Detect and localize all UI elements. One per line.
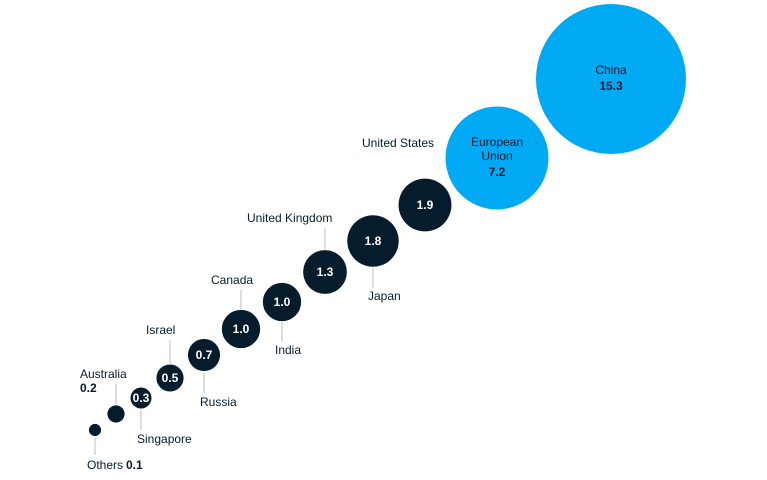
bubble (303, 250, 347, 294)
value-label: 1.9 (417, 198, 434, 212)
bubble-label: Canada (211, 273, 253, 287)
value-label: 1.0 (233, 322, 250, 336)
bubble-label: United States (362, 136, 434, 150)
bubble-label: Japan (368, 289, 401, 303)
value-label: 1.0 (274, 295, 291, 309)
bubble-label: Russia (200, 395, 237, 409)
bubble-label: Singapore (137, 432, 192, 446)
value-label: 0.7 (196, 348, 213, 362)
bubble-label: India (275, 343, 301, 357)
bubble (398, 178, 452, 232)
bubble (88, 423, 102, 437)
label-line: Union (481, 149, 512, 163)
bubble-label: United Kingdom (247, 211, 332, 225)
bubble-label: China (595, 63, 627, 77)
bubble (156, 364, 184, 392)
bubble (107, 405, 125, 423)
bubble (347, 215, 399, 267)
label-line: China (595, 63, 627, 77)
bubble-label: European Union (471, 135, 523, 163)
bubble (536, 4, 686, 154)
bubble (445, 106, 549, 210)
bubble-label: Australia (80, 367, 127, 381)
bubble-label: Israel (146, 323, 175, 337)
value-label: 1.8 (365, 234, 382, 248)
value-label: 0.5 (162, 371, 179, 385)
value-label: 1.3 (317, 265, 334, 279)
value-label: 7.2 (489, 165, 506, 179)
label-line: European (471, 135, 523, 149)
value-label: 0.3 (133, 391, 150, 405)
bubble (221, 309, 261, 349)
value-label: 0.1 (126, 458, 143, 472)
bubble-label: Others (87, 458, 123, 472)
value-label: 0.2 (80, 381, 97, 395)
bubble (187, 338, 221, 372)
bubble (130, 387, 152, 409)
bubble (262, 282, 302, 322)
value-label: 15.3 (599, 79, 623, 93)
